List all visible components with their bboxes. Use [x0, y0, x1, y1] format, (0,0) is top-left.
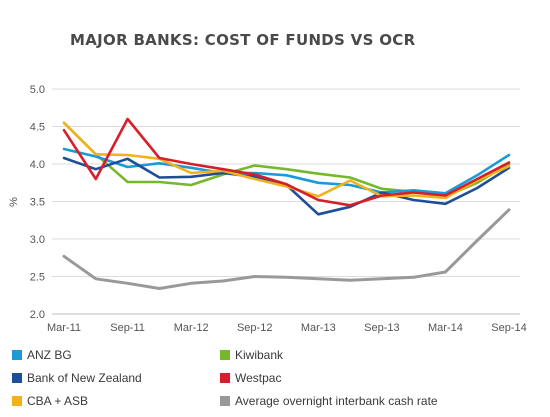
x-axis-ticks: Mar-11 Sep-11 Mar-12 Sep-12 Mar-13 Sep-13 Mar-…: [47, 322, 527, 334]
legend-swatch: [12, 373, 22, 383]
series-line-average-overnight-interbank-cash-rate: [62, 208, 511, 290]
series-lines: [62, 117, 511, 290]
legend-swatch: [12, 396, 22, 406]
legend-label: Kiwibank: [235, 348, 284, 362]
legend-swatch: [220, 396, 230, 406]
x-tick-label: Sep-13: [364, 322, 399, 334]
legend-item: ANZ BG: [12, 347, 72, 363]
y-tick-label: 3.0: [30, 234, 45, 246]
legend-label: Bank of New Zealand: [27, 371, 142, 385]
legend-label: CBA + ASB: [27, 394, 89, 408]
y-axis-label: %: [8, 197, 20, 207]
legend-item: Kiwibank: [220, 347, 283, 363]
y-tick-label: 2.0: [30, 309, 45, 321]
series-line-cba-asb: [62, 121, 511, 200]
legend-swatch: [220, 350, 230, 360]
y-axis-ticks: 5.0 4.5 4.0 3.5 3.0 2.5 2.0: [30, 84, 45, 321]
x-tick-label: Sep-12: [237, 322, 272, 334]
x-tick-label: Sep-11: [110, 322, 145, 334]
y-tick-label: 4.5: [30, 122, 45, 134]
series-line-westpac: [62, 117, 511, 207]
y-tick-label: 3.5: [30, 197, 45, 209]
legend-label: ANZ BG: [27, 348, 72, 362]
x-tick-label: Mar-14: [428, 322, 463, 334]
y-tick-label: 5.0: [30, 84, 45, 96]
x-tick-label: Mar-12: [174, 322, 209, 334]
x-tick-label: Sep-14: [491, 322, 526, 334]
x-tick-label: Mar-11: [47, 322, 81, 334]
legend-label: Westpac: [235, 371, 282, 385]
legend: ANZ BG Bank of New Zealand CBA + ASB Kiwiba…: [12, 347, 532, 411]
legend-item: Westpac: [220, 370, 281, 386]
chart-title: MAJOR BANKS: COST OF FUNDS VS OCR: [70, 31, 416, 49]
y-tick-label: 4.0: [30, 159, 45, 171]
x-tick-label: Mar-13: [301, 322, 336, 334]
legend-label: Average overnight interbank cash rate: [235, 394, 438, 408]
legend-swatch: [12, 350, 22, 360]
legend-item: CBA + ASB: [12, 393, 88, 409]
legend-item: Average overnight interbank cash rate: [220, 393, 438, 409]
gridlines: [52, 88, 520, 315]
legend-swatch: [220, 373, 230, 383]
legend-item: Bank of New Zealand: [12, 370, 142, 386]
y-tick-label: 2.5: [30, 272, 45, 284]
